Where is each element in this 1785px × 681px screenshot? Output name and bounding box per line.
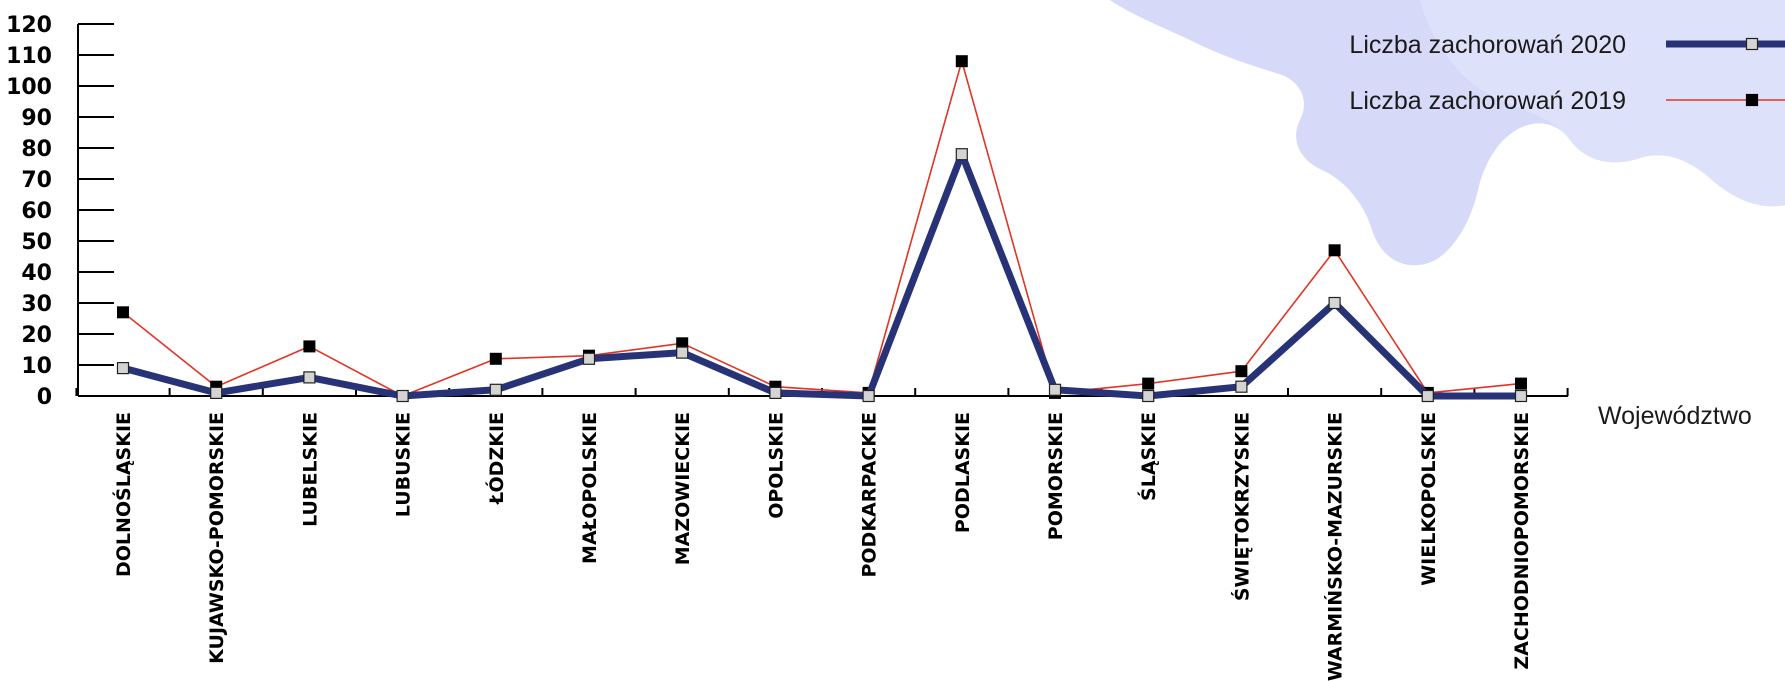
x-tick-label: PODKARPACKIE	[859, 412, 881, 578]
y-axis: 0 10 20 30 40 50 60 70 80 90 100 110 120	[6, 13, 114, 410]
data-point-2020	[862, 389, 875, 403]
y-tick-label: 10	[21, 354, 52, 379]
legend-label: Liczba zachorowań 2020	[1349, 31, 1626, 59]
map-background-decoration	[1110, 0, 1785, 266]
x-tick-label: POMORSKIE	[1045, 412, 1067, 540]
y-tick-label: 120	[6, 13, 52, 38]
data-point-2020	[1048, 383, 1062, 396]
y-tick-label: 100	[6, 75, 52, 100]
x-tick-label: LUBELSKIE	[299, 412, 321, 527]
legend-marker	[1745, 37, 1759, 51]
data-point-2019	[117, 306, 129, 319]
x-tick-label: WIELKOPOLSKIE	[1418, 412, 1440, 586]
series-line-2020	[122, 150, 1521, 400]
x-tick-label: ŚLĄSKIE	[1136, 412, 1160, 501]
y-tick-label: 30	[21, 292, 52, 317]
x-axis: DOLNOŚLĄSKIE KUJAWSKO-POMORSKIE LUBELSKIE L…	[75, 388, 1569, 681]
data-point-2020	[955, 148, 968, 161]
series-line-2019	[122, 60, 1522, 397]
data-point-2019	[1142, 377, 1155, 390]
data-point-2020	[769, 386, 782, 399]
data-point-2020	[582, 352, 596, 365]
y-tick-label: 90	[21, 106, 52, 131]
data-point-2020	[116, 362, 130, 375]
series-layer	[116, 55, 1528, 403]
x-axis-title: Województwo	[1598, 402, 1752, 430]
y-tick-label: 0	[37, 385, 52, 410]
data-point-2020	[1235, 380, 1248, 393]
data-point-2020	[303, 371, 316, 384]
y-tick-label: 70	[21, 168, 52, 193]
data-point-2020	[489, 383, 502, 396]
data-point-2020	[1514, 389, 1528, 403]
x-tick-label: ŁÓDZKIE	[484, 412, 508, 505]
data-point-2020	[676, 346, 689, 359]
y-tick-label: 110	[6, 44, 52, 69]
data-point-2019	[303, 340, 316, 353]
data-point-2020	[1421, 389, 1434, 403]
legend-label: Liczba zachorowań 2019	[1349, 87, 1626, 115]
y-tick-label: 20	[21, 323, 52, 348]
y-tick-label: 50	[21, 230, 52, 255]
x-tick-label: ZACHODNIOPOMORSKIE	[1511, 412, 1533, 670]
legend: Liczba zachorowań 2020 Liczba zachorowań …	[1349, 31, 1785, 115]
y-tick-label: 60	[21, 199, 52, 224]
x-tick-label: PODLASKIE	[952, 412, 974, 533]
data-point-2019	[489, 352, 502, 365]
x-tick-label: LUBUSKIE	[393, 412, 415, 517]
data-point-2020	[210, 386, 223, 399]
data-point-2019	[1515, 377, 1527, 390]
legend-marker	[1745, 93, 1759, 107]
data-point-2019	[1235, 365, 1248, 378]
x-tick-label: OPOLSKIE	[765, 412, 787, 519]
x-tick-label: WARMIŃSKO-MAZURSKIE	[1324, 412, 1347, 681]
x-tick-label: MAŁOPOLSKIE	[579, 412, 601, 564]
map-shape-highlight	[1420, 0, 1785, 207]
data-point-2020	[396, 389, 409, 403]
data-point-2020	[1328, 296, 1341, 310]
x-tick-label: DOLNOŚLĄSKIE	[111, 412, 135, 577]
data-point-2019	[955, 55, 968, 68]
y-tick-label: 80	[21, 137, 52, 162]
x-tick-label: ŚWIĘTOKRZYSKIE	[1229, 412, 1253, 601]
data-point-2019	[1328, 244, 1341, 257]
x-tick-label: KUJAWSKO-POMORSKIE	[206, 412, 228, 664]
y-tick-label: 40	[21, 261, 52, 286]
data-point-2020	[1142, 389, 1155, 403]
x-tick-label: MAZOWIECKIE	[672, 412, 694, 565]
